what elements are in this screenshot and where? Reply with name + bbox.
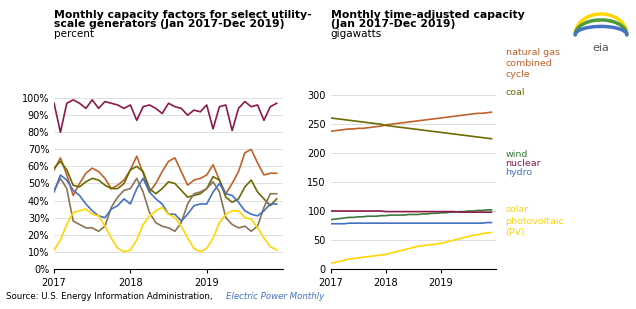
Text: gigawatts: gigawatts — [331, 29, 382, 39]
Text: Electric Power Monthly: Electric Power Monthly — [226, 292, 324, 301]
Text: solar
photovoltaic
(PV): solar photovoltaic (PV) — [506, 205, 564, 237]
Text: (Jan 2017-Dec 2019): (Jan 2017-Dec 2019) — [331, 19, 455, 29]
Text: eia: eia — [593, 43, 609, 53]
Text: natural gas
combined
cycle: natural gas combined cycle — [506, 48, 560, 79]
Text: wind: wind — [506, 150, 528, 159]
Text: scale generators (Jan 2017-Dec 2019): scale generators (Jan 2017-Dec 2019) — [54, 19, 284, 29]
Text: coal: coal — [506, 88, 525, 97]
Text: percent: percent — [54, 29, 94, 39]
Text: hydro: hydro — [506, 168, 533, 177]
Text: Monthly capacity factors for select utility-: Monthly capacity factors for select util… — [54, 10, 312, 20]
Text: Monthly time-adjusted capacity: Monthly time-adjusted capacity — [331, 10, 525, 20]
Text: Source: U.S. Energy Information Administration,: Source: U.S. Energy Information Administ… — [6, 292, 216, 301]
Text: nuclear: nuclear — [506, 159, 541, 168]
